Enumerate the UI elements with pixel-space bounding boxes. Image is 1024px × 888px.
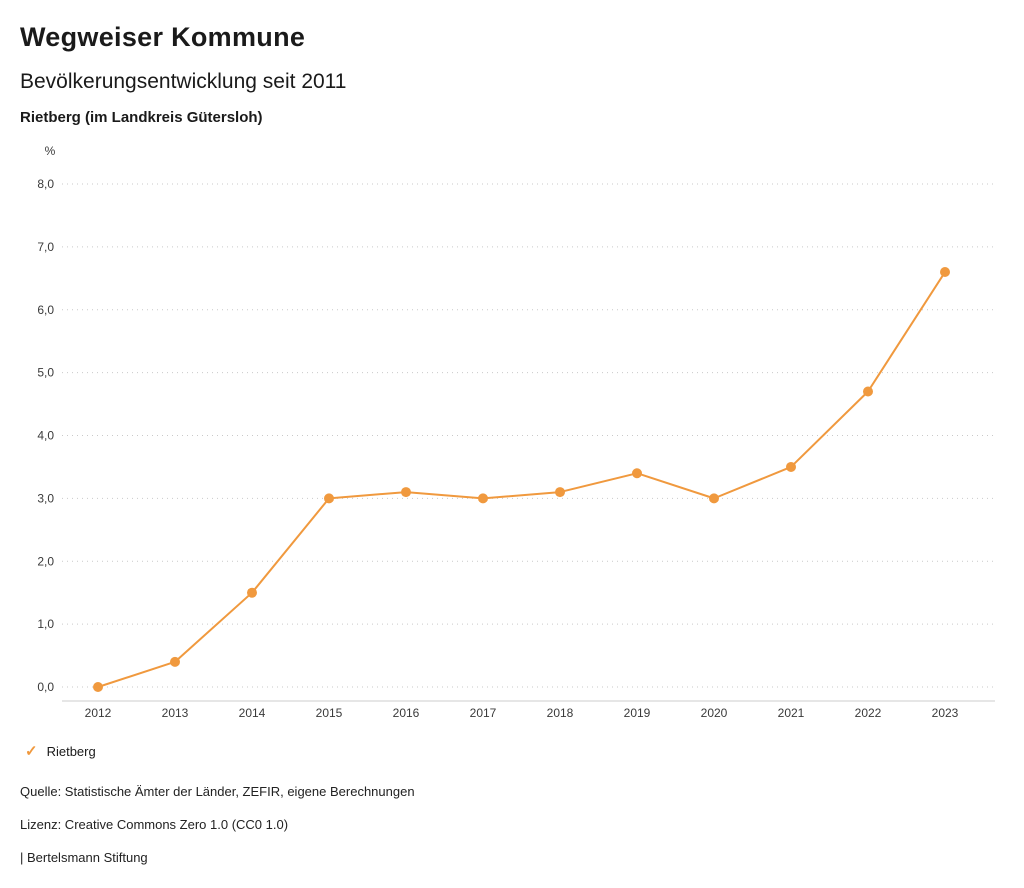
x-tick-label: 2019 bbox=[624, 706, 651, 720]
y-tick-label: 3,0 bbox=[37, 491, 54, 505]
attribution-text: | Bertelsmann Stiftung bbox=[20, 850, 148, 865]
chart-subtitle-region: Rietberg (im Landkreis Gütersloh) bbox=[20, 109, 263, 126]
y-tick-label: 8,0 bbox=[37, 177, 54, 191]
x-tick-label: 2023 bbox=[932, 706, 959, 720]
y-tick-label: 4,0 bbox=[37, 429, 54, 443]
license-text: Lizenz: Creative Commons Zero 1.0 (CC0 1… bbox=[20, 817, 289, 832]
chart-title: Bevölkerungsentwicklung seit 2011 bbox=[20, 70, 347, 93]
data-point-2023[interactable] bbox=[940, 267, 950, 278]
y-tick-label: 0,0 bbox=[37, 680, 54, 694]
legend-label: Rietberg bbox=[46, 744, 96, 759]
data-point-2021[interactable] bbox=[786, 461, 796, 472]
y-tick-label: 2,0 bbox=[37, 554, 54, 568]
data-point-2016[interactable] bbox=[401, 487, 411, 498]
x-tick-label: 2021 bbox=[778, 706, 805, 720]
x-tick-label: 2013 bbox=[162, 706, 189, 720]
series-line-rietberg bbox=[97, 271, 946, 688]
x-tick-label: 2017 bbox=[470, 706, 497, 720]
x-tick-label: 2015 bbox=[316, 706, 343, 720]
y-axis-unit-label: % bbox=[45, 144, 56, 158]
source-text: Quelle: Statistische Ämter der Länder, Z… bbox=[20, 784, 415, 799]
chart-page: Wegweiser Kommune Bevölkerungsentwicklun… bbox=[20, 22, 1004, 865]
chart-footer: Quelle: Statistische Ämter der Länder, Z… bbox=[20, 784, 1004, 865]
y-tick-label: 6,0 bbox=[37, 303, 54, 317]
page-title: Wegweiser Kommune bbox=[20, 22, 306, 52]
legend-item-rietberg[interactable]: ✓ Rietberg bbox=[20, 744, 1004, 759]
y-tick-label: 7,0 bbox=[37, 240, 54, 254]
x-tick-label: 2018 bbox=[547, 706, 574, 720]
x-tick-label: 2022 bbox=[855, 706, 882, 720]
x-tick-label: 2016 bbox=[393, 706, 420, 720]
data-point-2018[interactable] bbox=[555, 487, 565, 498]
data-point-2020[interactable] bbox=[709, 493, 719, 504]
check-icon: ✓ bbox=[25, 743, 38, 760]
data-point-2015[interactable] bbox=[324, 493, 334, 504]
data-point-2019[interactable] bbox=[632, 468, 642, 479]
line-chart-canvas: % 0,0 1,0 2,0 3,0 4,0 5,0 6,0 7,0 8,0 2012 2013 2014… bbox=[37, 144, 995, 720]
y-tick-label: 1,0 bbox=[37, 617, 54, 631]
line-chart: % 0,0 1,0 2,0 3,0 4,0 5,0 6,0 7,0 8,0 2012 2013 2014… bbox=[20, 140, 1004, 740]
data-point-2013[interactable] bbox=[170, 656, 180, 667]
data-point-2017[interactable] bbox=[478, 493, 488, 504]
x-tick-label: 2014 bbox=[239, 706, 266, 720]
x-tick-label: 2012 bbox=[85, 706, 112, 720]
data-point-2014[interactable] bbox=[247, 587, 257, 598]
data-point-2022[interactable] bbox=[863, 386, 873, 397]
y-tick-label: 5,0 bbox=[37, 366, 54, 380]
x-tick-label: 2020 bbox=[701, 706, 728, 720]
data-point-2012[interactable] bbox=[93, 682, 103, 692]
